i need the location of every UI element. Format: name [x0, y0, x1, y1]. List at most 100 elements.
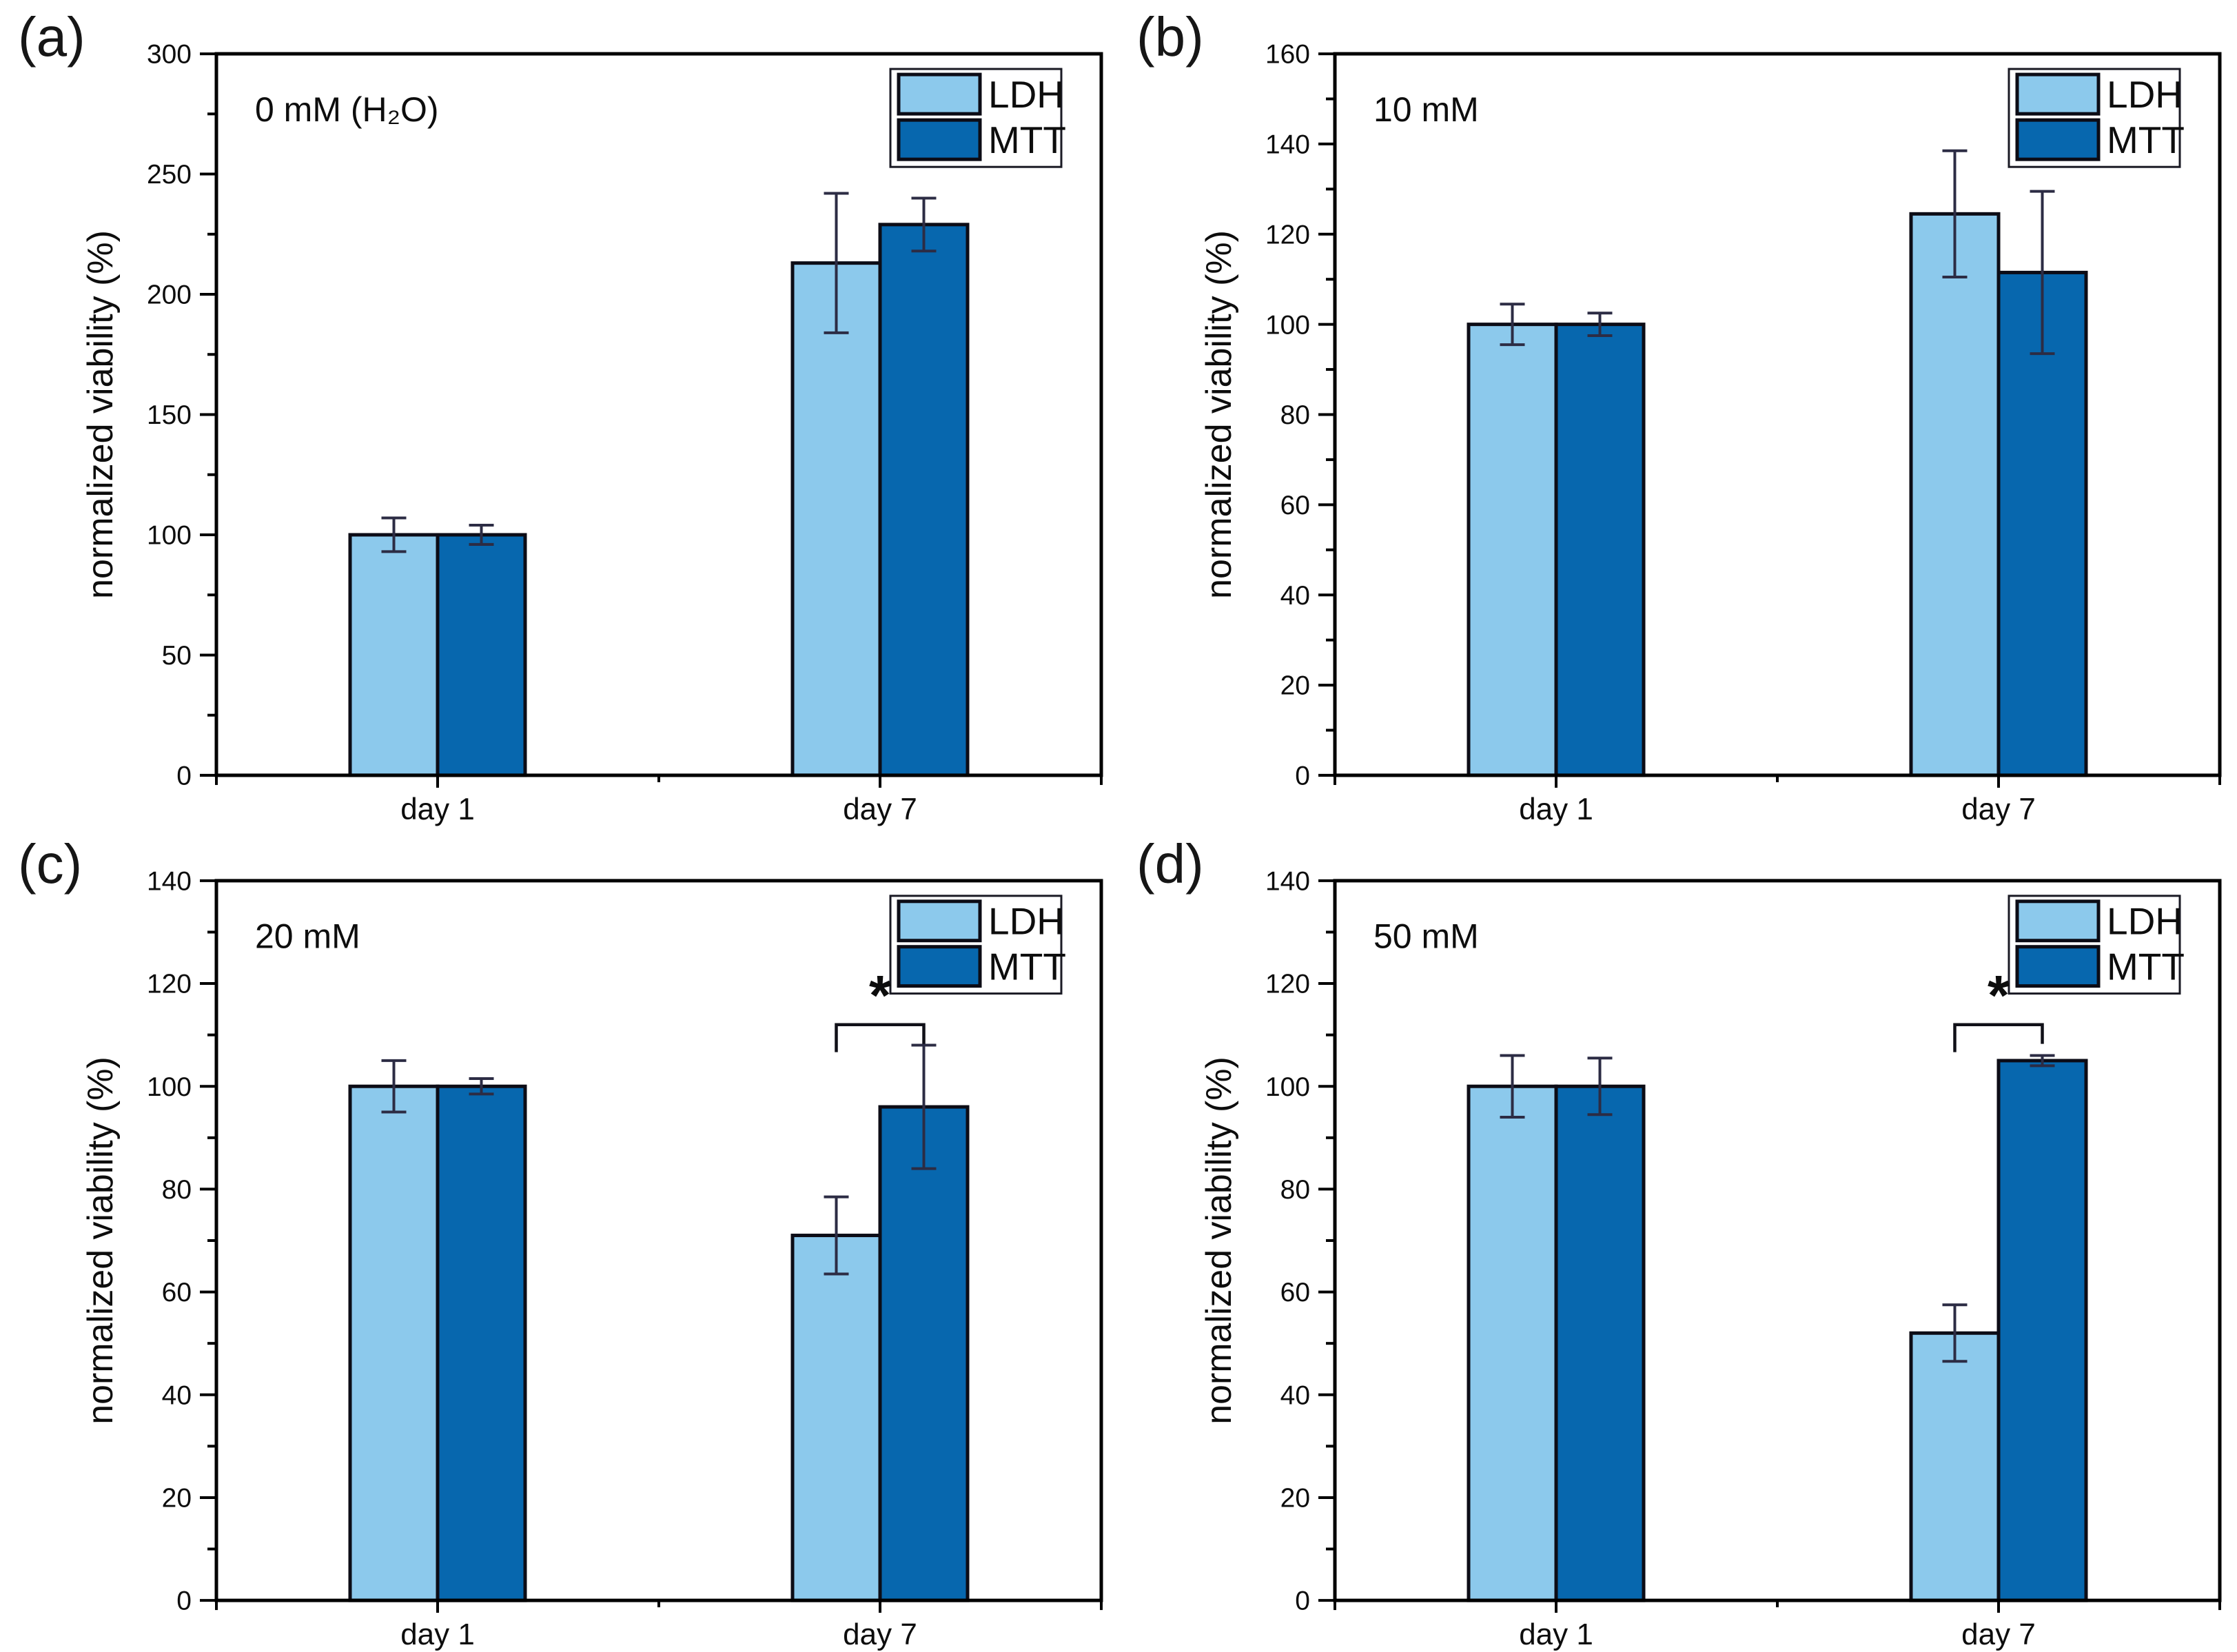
x-category-label: day 7	[1961, 793, 2036, 826]
legend-swatch-ldh	[2015, 899, 2101, 943]
legend-label-mtt: MTT	[2107, 945, 2185, 988]
bars	[1467, 149, 2088, 777]
panel-a: (a) 0 50 100 150 200 250 300 day 1 day 7 normaliz…	[0, 0, 1118, 827]
bar-ldh-day7	[790, 261, 882, 777]
y-axis-title: normalized viability (%)	[1199, 1057, 1239, 1425]
chart-panel-c: 0 20 40 60 80 100 120 140 day 1 day 7 normalized v…	[81, 867, 1103, 1651]
y-axis-title: normalized viability (%)	[1199, 230, 1239, 599]
error-bar-ldh-day1	[1500, 1054, 1525, 1119]
y-tick-label: 20	[1280, 1484, 1310, 1513]
x-category-label: day 7	[1961, 1618, 2036, 1651]
legend-swatch-mtt	[2015, 945, 2101, 988]
y-tick-label: 60	[1280, 491, 1310, 520]
bracket-line	[1953, 1023, 2044, 1052]
x-category-label: day 1	[1519, 793, 1593, 826]
y-tick-label: 0	[176, 1587, 192, 1616]
y-tick-label: 40	[1280, 581, 1310, 611]
x-axis: day 1 day 7	[1334, 1600, 2221, 1651]
panel-letter-a: (a)	[18, 6, 85, 68]
bar-mtt-day1	[436, 1084, 527, 1602]
legend-label-mtt: MTT	[988, 945, 1066, 988]
error-bar-mtt-day7	[911, 1043, 937, 1170]
bracket-line	[835, 1023, 926, 1052]
y-tick-label: 60	[162, 1278, 192, 1307]
y-tick-label: 140	[1265, 867, 1310, 897]
y-tick-label: 40	[1280, 1380, 1310, 1410]
y-tick-label: 20	[1280, 671, 1310, 701]
bar-ldh-day7	[790, 1234, 882, 1602]
bar-ldh-day1	[1467, 1084, 1558, 1602]
y-tick-label: 100	[1265, 1072, 1310, 1102]
error-bar-ldh-day1	[1500, 303, 1525, 347]
panel-letter-c: (c)	[18, 833, 83, 895]
y-tick-label: 100	[1265, 310, 1310, 340]
error-bar-mtt-day7	[911, 196, 937, 253]
chart-panel-a: 0 50 100 150 200 250 300 day 1 day 7 normalized v…	[81, 40, 1103, 826]
legend-label-ldh: LDH	[2107, 900, 2183, 943]
annotation-concentration: 10 mM	[1373, 90, 1479, 129]
error-bar-ldh-day1	[381, 516, 407, 553]
annotation-concentration: 0 mM (H₂O)	[255, 90, 439, 129]
bar-mtt-day7	[878, 1105, 970, 1602]
bar-mtt-day7	[878, 223, 970, 777]
bar-mtt-day1	[436, 533, 527, 777]
legend-swatch-ldh	[897, 72, 982, 116]
y-axis: 0 50 100 150 200 250 300	[147, 40, 216, 791]
y-tick-label: 120	[147, 970, 192, 999]
y-tick-label: 150	[147, 400, 192, 430]
x-axis: day 1 day 7	[215, 775, 1103, 826]
legend-swatch-mtt	[2015, 118, 2101, 161]
panel-d: (d) 0 20 40 60 80 100 120 140 day 1 day 7 normaliz…	[1118, 827, 2237, 1652]
panel-letter-b: (b)	[1136, 6, 1204, 68]
plot-area: 0 20 40 60 80 100 120 140 160 day 1 day 7 normalize…	[1199, 40, 2222, 826]
legend-swatch-ldh	[2015, 72, 2101, 116]
legend-label-ldh: LDH	[988, 73, 1064, 116]
y-tick-label: 0	[1295, 1587, 1310, 1616]
significance-bracket: *	[835, 965, 926, 1052]
bar-mtt-day7	[1996, 1059, 2088, 1602]
y-tick-label: 0	[176, 762, 192, 791]
y-tick-label: 0	[1295, 762, 1310, 791]
error-bar-ldh-day7	[1942, 149, 1968, 278]
y-axis-title: normalized viability (%)	[81, 230, 121, 599]
error-bar-mtt-day7	[2030, 190, 2055, 356]
y-tick-label: 20	[162, 1484, 192, 1513]
chart-panel-b: 0 20 40 60 80 100 120 140 160 day 1 day 7 normalize…	[1199, 40, 2222, 826]
legend-swatch-mtt	[897, 945, 982, 988]
significance-bracket: *	[1953, 965, 2044, 1052]
y-tick-label: 80	[1280, 400, 1310, 430]
bar-ldh-day1	[348, 1084, 440, 1602]
y-tick-label: 120	[1265, 220, 1310, 249]
y-tick-label: 300	[147, 40, 192, 70]
y-axis: 0 20 40 60 80 100 120 140	[147, 867, 216, 1616]
x-category-label: day 1	[400, 1618, 475, 1651]
error-bar-mtt-day7	[2030, 1054, 2055, 1068]
error-bar-ldh-day7	[824, 1195, 849, 1276]
legend-swatch-ldh	[897, 899, 982, 943]
y-tick-label: 100	[147, 521, 192, 551]
bars	[1467, 1054, 2088, 1602]
error-bar-ldh-day7	[1942, 1303, 1968, 1363]
y-axis-title: normalized viability (%)	[81, 1057, 121, 1425]
annotation-concentration: 20 mM	[255, 917, 360, 956]
annotation-concentration: 50 mM	[1373, 917, 1479, 956]
error-bar-mtt-day1	[469, 1077, 494, 1096]
bars	[348, 1043, 970, 1602]
y-axis: 0 20 40 60 80 100 120 140	[1265, 867, 1335, 1616]
bar-ldh-day7	[1909, 1331, 2001, 1602]
legend-swatch-mtt	[897, 118, 982, 161]
x-category-label: day 1	[1519, 1618, 1593, 1651]
x-axis: day 1 day 7	[1334, 775, 2221, 826]
significance-asterisk: *	[869, 965, 891, 1028]
bar-mtt-day1	[1554, 323, 1646, 777]
bar-mtt-day7	[1996, 270, 2088, 777]
legend-label-ldh: LDH	[988, 900, 1064, 943]
legend-label-mtt: MTT	[988, 119, 1066, 161]
error-bar-mtt-day1	[1587, 1057, 1613, 1116]
y-tick-label: 250	[147, 160, 192, 190]
error-bar-mtt-day1	[469, 524, 494, 546]
y-tick-label: 80	[1280, 1175, 1310, 1205]
plot-area: 0 20 40 60 80 100 120 140 day 1 day 7 normalized v…	[81, 867, 1103, 1651]
